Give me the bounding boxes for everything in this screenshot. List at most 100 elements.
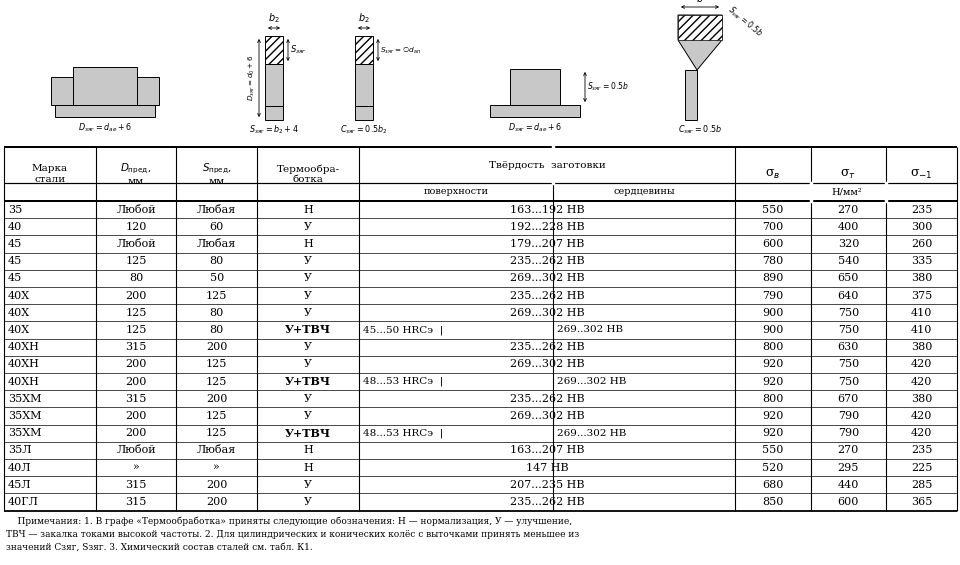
Text: 35ХМ: 35ХМ <box>8 428 41 438</box>
Text: 48...53 HRCэ  |: 48...53 HRCэ | <box>363 428 444 438</box>
Bar <box>137 77 159 105</box>
Text: 850: 850 <box>762 497 783 507</box>
Text: 225: 225 <box>911 463 932 472</box>
Text: 420: 420 <box>911 377 932 386</box>
Text: 48...53 HRCэ  |: 48...53 HRCэ | <box>363 377 444 386</box>
Text: $b_2$: $b_2$ <box>268 11 280 25</box>
Text: 40ХН: 40ХН <box>8 359 40 370</box>
Text: 163...207 НВ: 163...207 НВ <box>510 445 585 455</box>
Text: 269...302 НВ: 269...302 НВ <box>510 359 585 370</box>
Text: 40ХН: 40ХН <box>8 377 40 386</box>
Text: 890: 890 <box>762 273 783 284</box>
Text: 200: 200 <box>206 497 228 507</box>
Text: У+ТВЧ: У+ТВЧ <box>285 428 331 438</box>
Text: $S_{\rm пред}$,
мм: $S_{\rm пред}$, мм <box>202 162 231 186</box>
Text: 600: 600 <box>838 497 859 507</box>
Bar <box>355 106 373 120</box>
Bar <box>51 77 73 105</box>
Text: 269...302 НВ: 269...302 НВ <box>510 273 585 284</box>
Text: 80: 80 <box>209 325 224 335</box>
Text: 750: 750 <box>838 359 859 370</box>
Text: Н: Н <box>303 239 313 249</box>
Text: 35: 35 <box>8 205 22 215</box>
Text: 269...302 НВ: 269...302 НВ <box>557 377 626 386</box>
Text: 269...302 НВ: 269...302 НВ <box>510 411 585 421</box>
Text: 315: 315 <box>126 342 147 352</box>
Text: ТВЧ — закалка токами высокой частоты. 2. Для цилиндрических и конических колёс с: ТВЧ — закалка токами высокой частоты. 2.… <box>6 529 579 538</box>
Text: 750: 750 <box>838 325 859 335</box>
Text: 125: 125 <box>126 308 147 318</box>
Text: 420: 420 <box>911 428 932 438</box>
Text: 40: 40 <box>8 222 22 232</box>
Text: 315: 315 <box>126 497 147 507</box>
Text: 269...302 НВ: 269...302 НВ <box>510 308 585 318</box>
Text: 550: 550 <box>762 445 783 455</box>
Text: 200: 200 <box>206 480 228 490</box>
Text: У: У <box>304 256 312 266</box>
Text: 235...262 НВ: 235...262 НВ <box>510 497 585 507</box>
Text: 40ХН: 40ХН <box>8 342 40 352</box>
Text: 300: 300 <box>911 222 932 232</box>
Text: 380: 380 <box>911 342 932 352</box>
Bar <box>265 36 283 64</box>
Text: У: У <box>304 308 312 318</box>
Text: 235...262 НВ: 235...262 НВ <box>510 342 585 352</box>
Text: Марка
стали: Марка стали <box>32 164 68 184</box>
Text: 520: 520 <box>762 463 783 472</box>
Text: 540: 540 <box>838 256 859 266</box>
Text: У: У <box>304 480 312 490</box>
Text: 192...228 НВ: 192...228 НВ <box>510 222 585 232</box>
Text: 380: 380 <box>911 394 932 404</box>
Text: У: У <box>304 359 312 370</box>
Text: $S_{зяг}$: $S_{зяг}$ <box>290 44 307 57</box>
Text: 35ХМ: 35ХМ <box>8 394 41 404</box>
Text: У: У <box>304 290 312 301</box>
Bar <box>490 105 580 117</box>
Text: σ$_т$: σ$_т$ <box>840 167 856 181</box>
Text: 320: 320 <box>838 239 859 249</box>
Text: 790: 790 <box>838 428 859 438</box>
Text: 200: 200 <box>126 290 147 301</box>
Text: 410: 410 <box>911 308 932 318</box>
Text: 440: 440 <box>838 480 859 490</box>
Text: 920: 920 <box>762 359 783 370</box>
Text: 235: 235 <box>911 445 932 455</box>
Text: $S_{\rm зяг}=\varnothing d_{\rm ап}$: $S_{\rm зяг}=\varnothing d_{\rm ап}$ <box>380 45 421 55</box>
Text: 235...262 НВ: 235...262 НВ <box>510 394 585 404</box>
Text: Термообра-
ботка: Термообра- ботка <box>276 164 340 184</box>
Text: 920: 920 <box>762 411 783 421</box>
Text: У+ТВЧ: У+ТВЧ <box>285 376 331 387</box>
Text: 420: 420 <box>911 411 932 421</box>
Text: 790: 790 <box>762 290 783 301</box>
Text: 147 НВ: 147 НВ <box>526 463 568 472</box>
Text: У: У <box>304 394 312 404</box>
Text: »: » <box>132 463 139 472</box>
Text: σ$_в$: σ$_в$ <box>765 167 780 181</box>
Text: $D_{\rm пред}$,
мм: $D_{\rm пред}$, мм <box>121 162 152 186</box>
Text: Любая: Любая <box>197 239 236 249</box>
Text: 35ХМ: 35ХМ <box>8 411 41 421</box>
Text: 270: 270 <box>838 205 859 215</box>
Polygon shape <box>678 15 722 70</box>
Text: 315: 315 <box>126 394 147 404</box>
Text: 200: 200 <box>126 359 147 370</box>
Text: 60: 60 <box>209 222 224 232</box>
Text: 207...235 НВ: 207...235 НВ <box>510 480 585 490</box>
Text: 790: 790 <box>838 411 859 421</box>
Text: 650: 650 <box>838 273 859 284</box>
Text: »: » <box>213 463 220 472</box>
Text: 40Х: 40Х <box>8 308 30 318</box>
Text: 800: 800 <box>762 394 783 404</box>
Text: поверхности: поверхности <box>423 188 489 197</box>
Text: 235: 235 <box>911 205 932 215</box>
Text: Любой: Любой <box>116 445 156 455</box>
Text: 269...302 НВ: 269...302 НВ <box>557 429 626 438</box>
Text: 200: 200 <box>206 342 228 352</box>
Text: 260: 260 <box>911 239 932 249</box>
Text: Любой: Любой <box>116 205 156 215</box>
Text: 420: 420 <box>911 359 932 370</box>
Text: 315: 315 <box>126 480 147 490</box>
Text: $S_{\rm зяг}=0.5b$: $S_{\rm зяг}=0.5b$ <box>587 81 629 93</box>
Text: 125: 125 <box>206 411 228 421</box>
Bar <box>355 64 373 106</box>
